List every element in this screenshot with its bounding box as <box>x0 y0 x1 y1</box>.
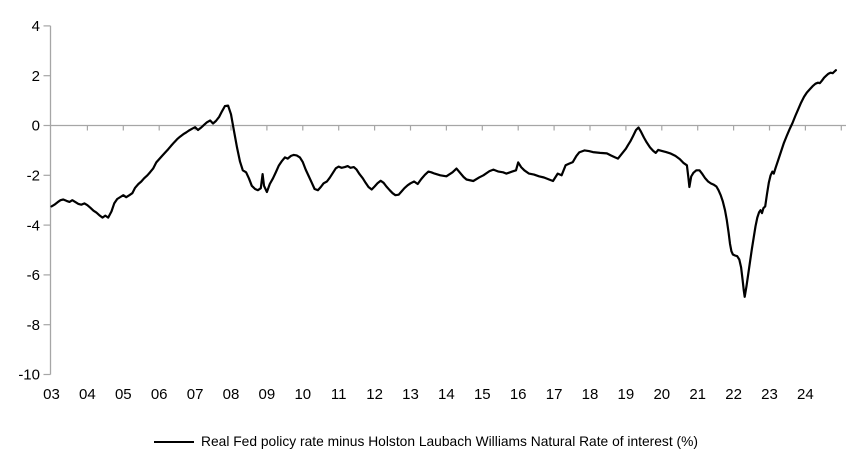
x-tick-label: 13 <box>402 386 419 403</box>
x-tick-label: 22 <box>725 386 742 403</box>
x-tick-label: 04 <box>79 386 96 403</box>
legend: Real Fed policy rate minus Holston Lauba… <box>0 434 852 449</box>
x-tick-label: 09 <box>259 386 276 403</box>
legend-line-sample <box>154 440 195 443</box>
x-tick-label: 05 <box>115 386 132 403</box>
x-tick-label: 23 <box>761 386 778 403</box>
x-tick-label: 14 <box>438 386 455 403</box>
x-tick-label: 06 <box>151 386 168 403</box>
x-tick-label: 19 <box>618 386 635 403</box>
x-tick-label: 24 <box>797 386 814 403</box>
y-tick-label: -10 <box>18 367 40 384</box>
y-tick-label: -4 <box>27 217 40 234</box>
x-tick-label: 17 <box>546 386 563 403</box>
legend-label: Real Fed policy rate minus Holston Lauba… <box>201 434 698 449</box>
x-tick-label: 16 <box>510 386 527 403</box>
y-tick-label: 2 <box>32 68 40 85</box>
y-tick-label: 0 <box>32 118 40 135</box>
x-tick-label: 03 <box>43 386 60 403</box>
x-tick-label: 15 <box>474 386 491 403</box>
y-tick-label: -6 <box>27 267 40 284</box>
data-line-series <box>50 69 838 298</box>
y-tick-label: 4 <box>32 18 40 35</box>
x-tick-label: 12 <box>366 386 383 403</box>
y-tick-label: -2 <box>27 168 40 185</box>
y-tick-label: -8 <box>27 317 40 334</box>
x-tick-label: 11 <box>331 386 347 403</box>
x-tick-label: 18 <box>582 386 599 403</box>
x-tick-label: 07 <box>187 386 204 403</box>
x-tick-label: 10 <box>294 386 311 403</box>
x-tick-label: 21 <box>689 386 706 403</box>
x-tick-label: 08 <box>223 386 240 403</box>
x-tick-label: 20 <box>653 386 670 403</box>
